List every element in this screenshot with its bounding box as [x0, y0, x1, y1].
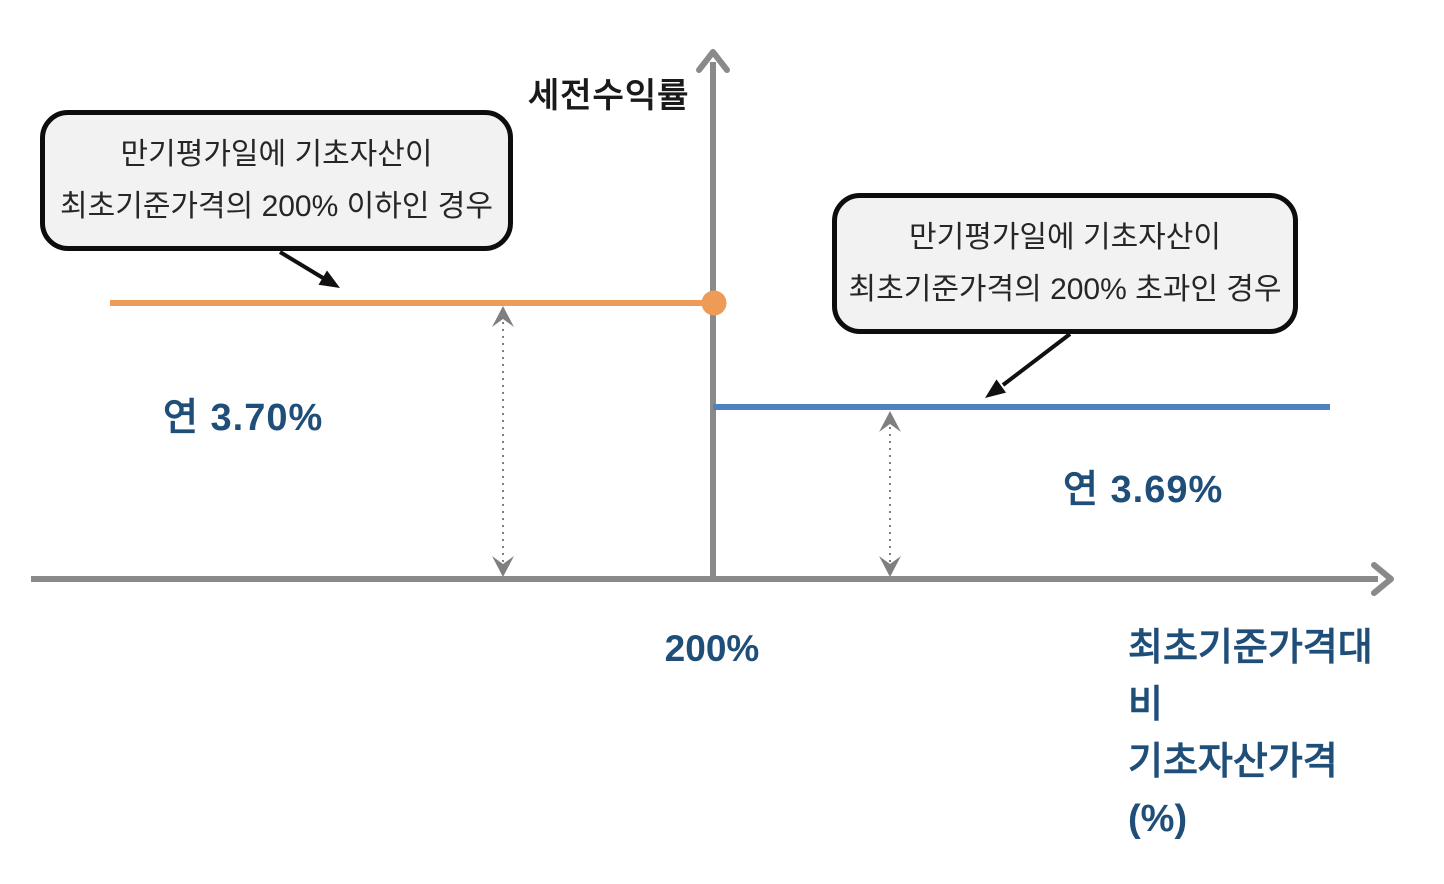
- left-measure-down-arrowhead-icon: [492, 556, 514, 577]
- y-axis-arrowhead-icon: [696, 49, 730, 73]
- x-axis-label-line2: 비: [1128, 684, 1163, 726]
- orange-endpoint-dot: [701, 290, 727, 316]
- callout-below-200-line1: 만기평가일에 기초자산이: [120, 137, 433, 171]
- left-callout-arrowhead-icon: [318, 270, 340, 288]
- x-axis-label-line1: 최초기준가격대: [1128, 627, 1373, 669]
- right-callout-arrow-line: [1001, 332, 1072, 387]
- x-axis-label-line3: 기초자산가격: [1128, 741, 1338, 783]
- left-callout-arrow-line: [278, 250, 330, 283]
- y-axis-title: 세전수익률: [528, 77, 690, 115]
- rate-label-369: 연 3.69%: [1063, 469, 1224, 511]
- callout-above-200-line2: 최초기준가격의 200% 초과인 경우: [848, 272, 1282, 306]
- callout-above-200: 만기평가일에 기초자산이 최초기준가격의 200% 초과인 경우: [832, 193, 1298, 334]
- x-axis-label-line4: (%): [1128, 798, 1188, 840]
- x-tick-200: 200%: [664, 628, 760, 669]
- callout-below-200: 만기평가일에 기초자산이 최초기준가격의 200% 이하인 경우: [40, 110, 513, 251]
- x-axis-arrowhead-icon: [1371, 562, 1394, 596]
- rate-label-370: 연 3.70%: [163, 397, 324, 439]
- callout-above-200-line1: 만기평가일에 기초자산이: [909, 220, 1221, 254]
- right-measure-down-arrowhead-icon: [879, 556, 901, 577]
- left-measure-up-arrowhead-icon: [492, 306, 514, 327]
- callout-below-200-line2: 최초기준가격의 200% 이하인 경우: [60, 189, 493, 223]
- x-axis-label: 최초기준가격대 비 기초자산가격 (%): [1128, 620, 1373, 848]
- right-measure-up-arrowhead-icon: [879, 411, 901, 432]
- right-callout-arrowhead-icon: [985, 379, 1006, 398]
